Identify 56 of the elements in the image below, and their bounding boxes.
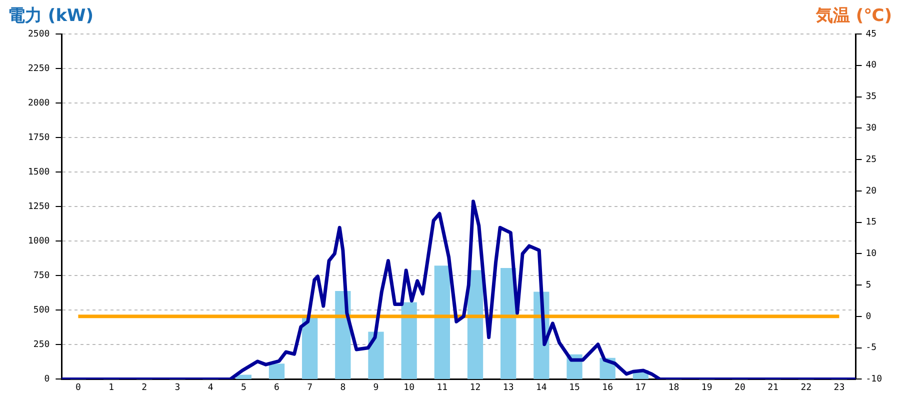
x-tick-label: 10 xyxy=(404,382,414,393)
x-tick-label: 15 xyxy=(569,382,580,393)
x-tick-label: 18 xyxy=(668,382,680,393)
y-tick-label: 1750 xyxy=(28,132,50,143)
x-tick-label: 1 xyxy=(108,382,114,393)
y-tick-label: 2250 xyxy=(28,64,50,74)
x-tick-label: 17 xyxy=(635,382,646,393)
y2-tick-label: 15 xyxy=(866,218,877,228)
y-tick-label: 250 xyxy=(33,340,50,350)
x-tick-label: 0 xyxy=(76,382,81,393)
y2-tick-label: -5 xyxy=(866,343,877,354)
y2-tick-label: 25 xyxy=(866,154,877,165)
x-tick-label: 13 xyxy=(502,382,514,393)
y2-tick-label: 30 xyxy=(866,123,877,134)
x-tick-label: 9 xyxy=(373,382,379,393)
bar xyxy=(434,266,450,380)
y-tick-label: 2000 xyxy=(28,98,50,108)
x-tick-label: 8 xyxy=(340,382,346,393)
y2-tick-label: -10 xyxy=(866,374,882,385)
y2-tick-label: 40 xyxy=(866,60,877,71)
x-tick-label: 20 xyxy=(734,382,746,393)
y-tick-label: 0 xyxy=(44,374,50,385)
x-tick-label: 4 xyxy=(208,382,214,393)
x-tick-label: 11 xyxy=(436,382,448,393)
y-tick-label: 2500 xyxy=(28,29,50,40)
bar xyxy=(368,332,384,380)
y2-axis-title: 気温 (℃) xyxy=(816,5,892,27)
x-tick-label: 12 xyxy=(470,382,481,393)
bar xyxy=(500,268,516,380)
x-tick-label: 5 xyxy=(240,382,246,393)
y-tick-label: 1000 xyxy=(28,236,50,246)
y2-tick-label: 45 xyxy=(866,29,877,40)
x-tick-label: 19 xyxy=(701,382,712,393)
y-tick-label: 1500 xyxy=(28,167,50,178)
x-tick-label: 6 xyxy=(274,382,280,393)
y2-tick-label: 5 xyxy=(866,280,872,290)
x-tick-label: 7 xyxy=(307,382,313,393)
bar xyxy=(236,374,252,380)
y2-tick-label: 20 xyxy=(866,186,877,196)
y2-tick-label: 35 xyxy=(866,92,877,102)
y2-tick-label: 0 xyxy=(866,312,872,322)
bar xyxy=(302,316,318,380)
y-tick-label: 500 xyxy=(33,306,50,316)
x-tick-label: 2 xyxy=(142,382,148,393)
y2-tick-label: 10 xyxy=(866,249,877,260)
x-tick-label: 16 xyxy=(602,382,614,393)
y-axis-title: 電力 (kW) xyxy=(8,5,94,27)
x-tick-label: 21 xyxy=(768,382,778,393)
y-tick-label: 750 xyxy=(33,270,50,281)
x-tick-label: 23 xyxy=(834,382,845,393)
bar xyxy=(268,364,285,380)
x-tick-label: 14 xyxy=(536,382,547,393)
x-tick-label: 3 xyxy=(174,382,180,393)
bar xyxy=(401,302,417,380)
x-tick-label: 22 xyxy=(800,382,812,393)
y-tick-label: 1250 xyxy=(28,202,50,212)
